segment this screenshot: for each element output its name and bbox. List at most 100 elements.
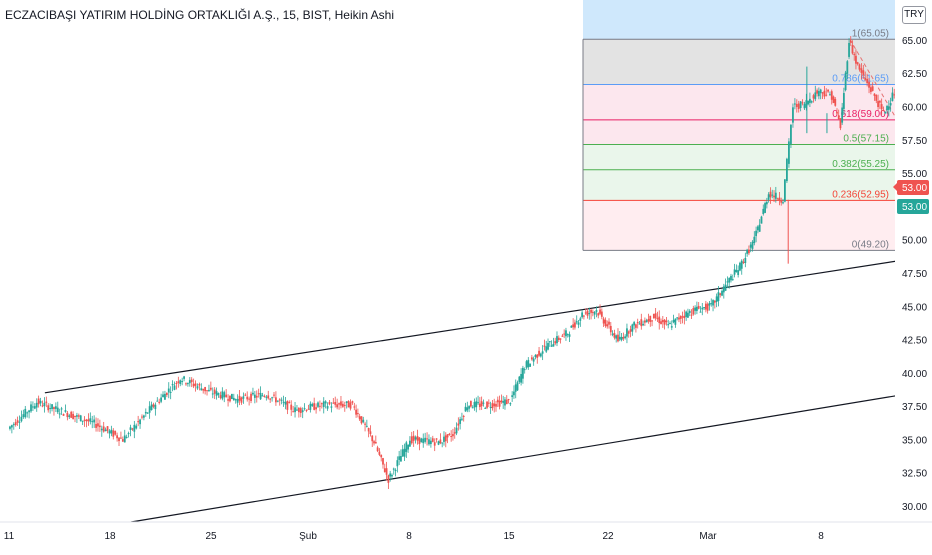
candle-body: [534, 354, 537, 358]
candle-body: [784, 179, 786, 202]
candle-body: [385, 468, 388, 475]
candle-body: [520, 373, 523, 383]
candle-body: [744, 257, 747, 263]
candle-body: [554, 341, 557, 344]
candle-body: [884, 111, 887, 114]
candle-body: [735, 269, 738, 273]
candle-body: [409, 440, 411, 447]
fib-level-label: 0.236(52.95): [832, 189, 889, 200]
candle-body: [786, 158, 788, 182]
candle-body: [261, 395, 264, 397]
price-tick-label: 30.00: [902, 502, 927, 513]
candle-body: [577, 322, 580, 325]
candle-body: [617, 334, 619, 342]
candle-body: [502, 401, 505, 403]
price-tick-label: 65.00: [902, 36, 927, 47]
candle-body: [181, 381, 184, 383]
time-tick-label: Mar: [699, 531, 717, 542]
candle-body: [651, 320, 653, 322]
price-axis-bg: [895, 0, 932, 550]
candle-body: [250, 393, 252, 401]
candle-body: [522, 367, 524, 379]
candle-body: [487, 402, 490, 404]
candle-body: [278, 399, 281, 401]
candle-body: [518, 376, 521, 382]
candle-body: [694, 307, 697, 311]
candle-body: [299, 408, 302, 414]
candle-body: [839, 118, 842, 129]
candle-body: [353, 406, 356, 408]
candle-body: [543, 345, 546, 347]
candle-body: [255, 395, 258, 398]
candle-body: [816, 90, 818, 94]
price-tick-label: 42.50: [902, 336, 927, 347]
candle-body: [819, 89, 822, 94]
time-tick-label: 25: [205, 531, 217, 542]
candle-body: [706, 304, 709, 311]
candle-body: [525, 361, 528, 368]
candle-body: [142, 415, 145, 418]
candle-body: [267, 395, 270, 399]
price-badge-label: 53.00: [902, 202, 927, 213]
candle-body: [604, 319, 607, 326]
candle-body: [349, 402, 352, 409]
candle-body: [509, 403, 512, 405]
candle-body: [422, 438, 425, 444]
candle-body: [371, 435, 374, 442]
candle-body: [194, 383, 197, 386]
candle-body: [282, 401, 285, 403]
candle-body: [498, 400, 501, 407]
candle-body: [416, 436, 419, 441]
candle-body: [685, 311, 688, 317]
candle-body: [593, 311, 596, 315]
candle-body: [858, 64, 861, 70]
candle-body: [809, 98, 811, 103]
candle-body: [74, 415, 76, 418]
candle-body: [313, 403, 316, 410]
candle-body: [618, 336, 621, 340]
candle-body: [56, 407, 59, 413]
candle-body: [102, 426, 105, 432]
candle-body: [263, 395, 266, 397]
candle-body: [165, 392, 168, 396]
candle-body: [332, 402, 335, 404]
candle-body: [799, 101, 802, 109]
candle-body: [175, 383, 178, 385]
candle-body: [559, 338, 562, 340]
candle-body: [851, 45, 854, 54]
candle-body: [545, 346, 548, 352]
candle-body: [127, 433, 130, 435]
trendline-channel-lower[interactable]: [130, 330, 932, 523]
candle-body: [837, 115, 840, 120]
candle-body: [137, 421, 140, 423]
candle-body: [340, 401, 342, 406]
candle-body: [33, 406, 36, 409]
candle-body: [150, 404, 153, 411]
candle-body: [296, 409, 298, 411]
candle-body: [452, 434, 454, 437]
candle-body: [391, 474, 393, 477]
candle-body: [473, 401, 476, 408]
candle-body: [373, 441, 375, 444]
currency-badge[interactable]: TRY: [902, 6, 926, 24]
candle-body: [620, 336, 623, 341]
fib-level-label: 0.382(55.25): [832, 159, 889, 170]
candle-body: [66, 412, 69, 418]
candle-body: [236, 398, 239, 403]
candle-body: [53, 407, 55, 410]
candle-body: [97, 423, 99, 427]
time-tick-label: 18: [104, 531, 116, 542]
candle-body: [9, 426, 11, 429]
candle-body: [539, 353, 542, 357]
candle-body: [204, 387, 207, 392]
trendline-channel-upper[interactable]: [44, 200, 932, 394]
candle-body: [643, 320, 646, 323]
candle-body: [615, 335, 618, 339]
fib-level-label: 0.5(57.15): [843, 133, 889, 144]
candle-body: [751, 241, 754, 249]
price-tick-label: 35.00: [902, 435, 927, 446]
candle-body: [271, 397, 273, 399]
candle-body: [722, 286, 725, 293]
